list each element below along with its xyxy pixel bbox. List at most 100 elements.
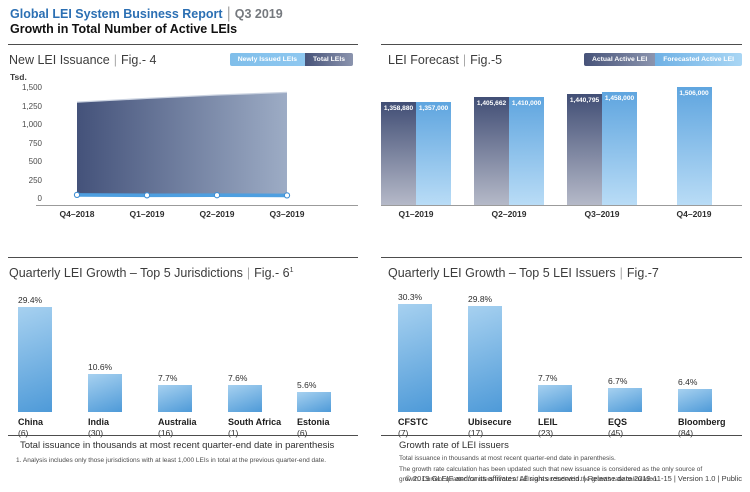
footnote-issuers-2: The growth rate calculation has been upd… — [399, 466, 703, 484]
figure-footnote-marker: 1 — [289, 266, 294, 274]
notes-divider — [8, 435, 358, 436]
chart-title-forecast: LEI Forecast | Fig.-5 — [388, 53, 502, 67]
percent-label: 7.6% — [228, 372, 248, 383]
forecasted-active-lei-bar: 1,458,000 — [602, 91, 637, 205]
figure-label: Fig.- 4 — [121, 53, 157, 67]
category-label: South Africa — [228, 417, 282, 427]
forecast-plot: 1,358,880 1,357,000 Q1–2019 1,405,662 1,410,… — [381, 45, 742, 250]
growth-bar — [228, 384, 262, 412]
percent-label: 30.3% — [398, 291, 423, 302]
chart-title-text: Quarterly LEI Growth – Top 5 Jurisdictio… — [9, 266, 243, 280]
x-axis-label: Q2–2019 — [199, 209, 235, 219]
growth-bar — [88, 374, 122, 412]
issuance-chart-svg — [73, 91, 291, 199]
x-axis-label: Q2–2019 — [491, 209, 527, 219]
count-label: (45) — [608, 428, 624, 438]
note-heading-jurisdictions: Total issuance in thousands at most rece… — [20, 440, 335, 451]
legend-total-leis: Total LEIs — [305, 53, 353, 66]
category-label: LEIL — [538, 417, 558, 427]
panel-new-lei-issuance: New LEI Issuance | Fig.- 4 Newly Issued LE… — [8, 44, 358, 250]
y-tick-label: 0 — [37, 194, 42, 203]
x-axis-line — [381, 205, 742, 206]
chart-title-text: Quarterly LEI Growth – Top 5 LEI Issuers — [388, 266, 616, 280]
count-label: (23) — [538, 428, 554, 438]
category-label: India — [88, 417, 110, 427]
count-label: (1) — [228, 428, 239, 438]
x-axis-label: Q3–2019 — [269, 209, 305, 219]
y-tick-label: 750 — [28, 138, 42, 148]
percent-label: 6.4% — [678, 377, 698, 388]
footer-text: © 2019 GLEIF and/or its affiliates. All … — [405, 474, 742, 483]
panel-top-lei-issuers: Quarterly LEI Growth – Top 5 LEI Issuers… — [381, 257, 742, 492]
chart-title-issuers: Quarterly LEI Growth – Top 5 LEI Issuers… — [388, 266, 659, 280]
bar-value-label: 1,458,000 — [604, 94, 635, 102]
report-title: Global LEI System Business Report — [10, 7, 223, 21]
y-tick-label: 1,500 — [21, 83, 42, 92]
issuance-plot: 1,500 1,250 1,000 750 500 250 0 Q4–2018 Q1–2019 Q… — [8, 45, 358, 250]
count-label: (17) — [468, 428, 484, 438]
figure-label: Fig.-7 — [626, 266, 659, 280]
y-axis-unit-label: Tsd. — [10, 72, 27, 82]
y-tick-label: 1,000 — [21, 120, 42, 129]
category-label: Estonia — [297, 417, 330, 427]
percent-label: 6.7% — [608, 376, 628, 387]
y-tick-label: 500 — [28, 157, 42, 166]
percent-label: 5.6% — [297, 380, 317, 390]
data-point-marker — [73, 191, 81, 199]
percent-label: 7.7% — [158, 372, 178, 383]
jurisdictions-plot: 29.4% China (6) 10.6% India (30) 7.7% Australia… — [8, 258, 358, 492]
x-axis-label: Q3–2019 — [584, 209, 620, 219]
forecasted-active-lei-bar: 1,506,000 — [676, 87, 712, 205]
forecasted-active-lei-bar: 1,357,000 — [416, 102, 451, 205]
bar-value-label: 1,410,000 — [511, 99, 542, 107]
percent-label: 7.7% — [538, 372, 558, 383]
legend-forecast: Actual Active LEI Forecasted Active LEI — [583, 53, 742, 66]
bar-value-label: 1,358,880 — [383, 105, 414, 112]
x-axis-label: Q4–2019 — [676, 209, 712, 219]
data-point-marker — [143, 192, 151, 199]
actual-active-lei-bar: 1,405,662 — [474, 97, 509, 205]
growth-bar — [538, 384, 572, 412]
bar-value-label: 1,506,000 — [679, 90, 709, 97]
count-label: (6) — [18, 428, 29, 438]
report-period: Q3 2019 — [234, 7, 283, 21]
category-label: CFSTC — [398, 417, 428, 427]
total-leis-area — [77, 92, 287, 196]
forecasted-active-lei-bar: 1,410,000 — [509, 96, 544, 205]
issuance-area-canvas — [8, 45, 358, 245]
title-pipe: | — [619, 266, 623, 280]
notes-divider — [381, 435, 742, 436]
data-point-marker — [213, 192, 221, 199]
count-label: (6) — [297, 428, 308, 438]
panel-top-jurisdictions: Quarterly LEI Growth – Top 5 Jurisdictio… — [8, 257, 358, 492]
legend-issuance: Newly Issued LEIs Total LEIs — [229, 53, 353, 66]
x-axis-label: Q1–2019 — [398, 209, 434, 219]
figure-label: Fig.-5 — [470, 53, 503, 67]
y-tick-label: 1,250 — [21, 101, 42, 111]
growth-bar — [678, 389, 712, 412]
growth-bar — [297, 392, 331, 412]
count-label: (30) — [88, 428, 104, 438]
growth-bar — [398, 303, 432, 412]
category-label: EQS — [608, 417, 628, 427]
bar-value-label: 1,440,795 — [569, 96, 600, 104]
percent-label: 29.8% — [468, 293, 493, 304]
bar-value-label: 1,405,662 — [476, 100, 507, 108]
chart-title-text: New LEI Issuance — [9, 53, 110, 67]
footnote-jurisdictions: 1. Analysis includes only those jurisdic… — [16, 457, 327, 464]
growth-bar — [18, 307, 52, 412]
x-axis-line — [36, 205, 358, 206]
growth-bar — [608, 388, 642, 412]
actual-active-lei-bar: 1,440,795 — [567, 93, 602, 205]
panel-lei-forecast: LEI Forecast | Fig.-5 Actual Active LEI Fo… — [381, 44, 742, 250]
title-pipe: | — [462, 53, 467, 67]
data-point-marker — [283, 192, 291, 199]
count-label: (16) — [158, 428, 174, 438]
actual-active-lei-bar: 1,358,880 — [381, 102, 416, 205]
growth-bar — [158, 384, 192, 412]
report-header: Global LEI System Business Report | Q3 201… — [10, 5, 283, 23]
count-label: (7) — [398, 428, 409, 438]
chart-title-issuance: New LEI Issuance | Fig.- 4 — [9, 53, 156, 67]
legend-forecasted-active-lei: Forecasted Active LEI — [655, 53, 742, 66]
